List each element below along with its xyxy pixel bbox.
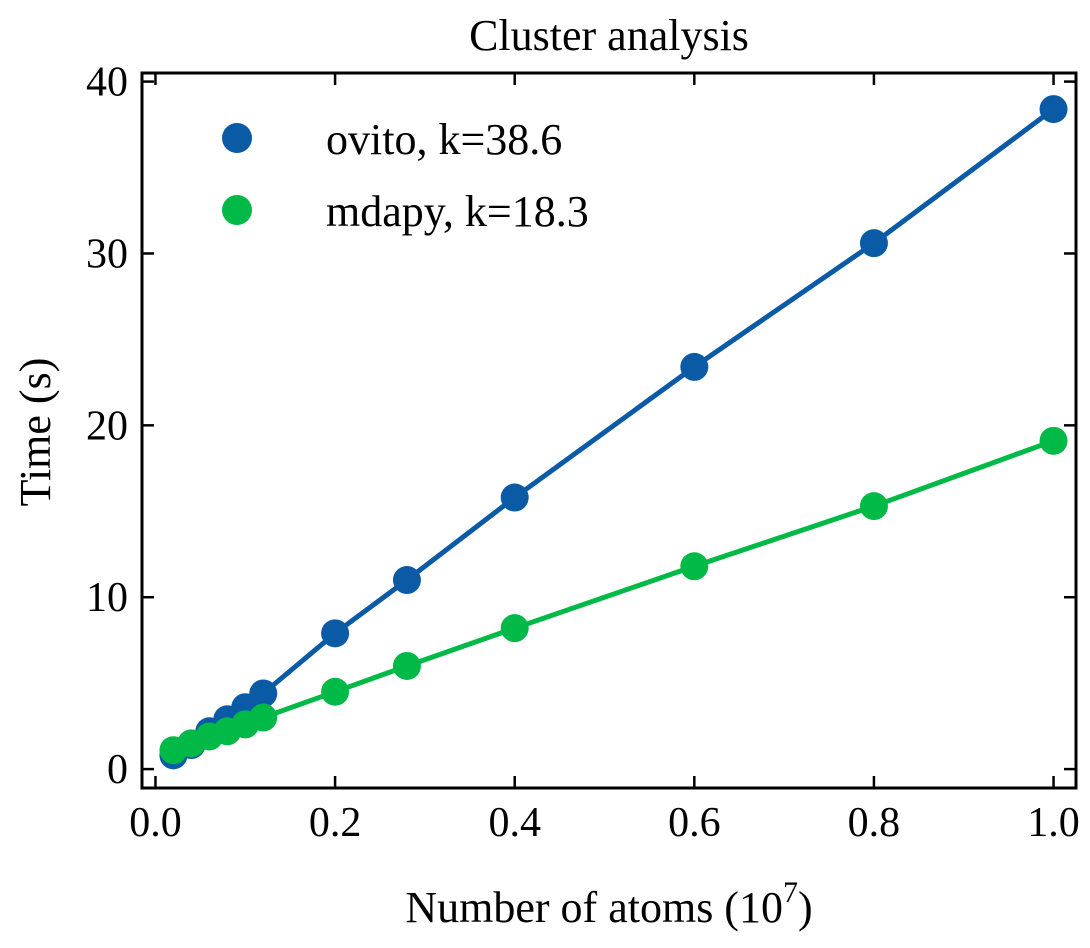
- y-tick-label: 40: [86, 60, 128, 106]
- x-axis-label-close: ): [798, 883, 813, 932]
- series-1-point: [680, 352, 709, 381]
- legend-label-2: mdapy, k=18.3: [326, 187, 589, 236]
- plot-area: 0.0 0.2 0.4 0.6 0.8 1.0 0 10 20 30 40: [86, 60, 1080, 846]
- series-line-1: [172, 107, 1055, 758]
- plot-frame: [140, 71, 1078, 790]
- series-1-point: [392, 566, 421, 595]
- legend: ovito, k=38.6 mdapy, k=18.3: [222, 115, 589, 236]
- legend-marker-1: [222, 123, 252, 153]
- y-tick-label: 30: [86, 231, 128, 277]
- legend-label-1: ovito, k=38.6: [326, 115, 562, 164]
- y-tick-label: 0: [107, 747, 128, 793]
- x-axis-label-exponent: 7: [783, 876, 798, 909]
- series-1-point: [321, 619, 350, 648]
- x-tick-label: 0.0: [129, 800, 182, 846]
- series-line-2: [172, 438, 1055, 753]
- series-2-point: [392, 651, 421, 680]
- series-1-point: [859, 229, 888, 258]
- series-1-point: [1039, 95, 1068, 124]
- series-1-point: [249, 679, 278, 708]
- x-axis-label-text: Number of atoms (10: [405, 883, 783, 932]
- y-tick-label: 20: [86, 403, 128, 449]
- series-2-point: [1039, 426, 1068, 455]
- series-2-point: [321, 677, 350, 706]
- series-1-point: [500, 483, 529, 512]
- chart-title: Cluster analysis: [469, 11, 749, 60]
- x-tick-label: 0.6: [668, 800, 721, 846]
- series-2-point: [680, 552, 709, 581]
- y-axis-label: Time (s): [11, 358, 60, 507]
- series-2-point: [500, 614, 529, 643]
- x-axis-label: Number of atoms (107): [405, 876, 812, 932]
- x-tick-label: 0.4: [488, 800, 541, 846]
- x-tick-label: 0.2: [309, 800, 362, 846]
- x-tick-label: 0.8: [848, 800, 901, 846]
- y-tick-label: 10: [86, 575, 128, 621]
- series-2-point: [859, 492, 888, 521]
- legend-marker-2: [222, 195, 252, 225]
- x-tick-label: 1.0: [1027, 800, 1080, 846]
- series-2-point: [249, 703, 278, 732]
